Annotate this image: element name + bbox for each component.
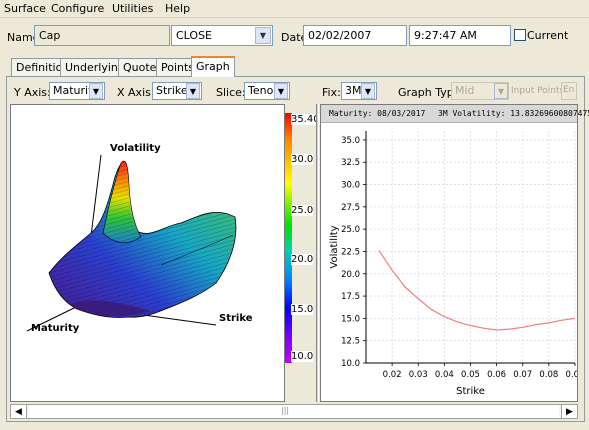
menu-bar: Surface Configure Utilities Help: [0, 0, 589, 18]
surface-3d-plot: Volatility Strike Maturity: [10, 104, 292, 402]
menu-configure[interactable]: Configure: [51, 2, 105, 15]
x-tick-label: 0.07: [513, 370, 532, 380]
fix-label: Fix:: [322, 86, 341, 99]
fix-arrow-icon[interactable]: ▼: [361, 83, 375, 99]
source-combo-arrow-icon[interactable]: ▼: [255, 27, 271, 44]
slice-chart-header: Maturity: 08/03/2017 3M Volatility: 13.8…: [321, 105, 589, 123]
current-label: Current: [527, 29, 569, 42]
menu-surface[interactable]: Surface: [4, 2, 46, 15]
scroll-grip-icon: |||: [281, 406, 290, 415]
y-tick-label: 15.0: [341, 314, 360, 324]
scroll-track[interactable]: |||: [29, 405, 559, 418]
maturity-axis-label: Maturity: [31, 323, 80, 334]
time-field[interactable]: 9:27:47 AM: [409, 25, 511, 46]
tab-points[interactable]: Points: [156, 58, 200, 76]
color-scale-bar: [285, 113, 292, 363]
x-tick-label: 0.04: [435, 370, 454, 380]
current-checkbox[interactable]: [514, 29, 526, 41]
vol-axis-label: Volatility: [110, 143, 161, 154]
colorbar-tick-1: 30.0: [291, 154, 314, 165]
tab-graph[interactable]: Graph: [191, 56, 235, 77]
colorbar-tick-2: 25.0: [291, 205, 314, 216]
y-tick-label: 17.5: [341, 292, 360, 302]
slice-arrow-icon[interactable]: ▼: [274, 83, 288, 99]
graph-type-label: Graph Type:: [398, 86, 465, 99]
x-tick-label: 0.08: [539, 370, 558, 380]
x-tick-label: 0.05: [461, 370, 480, 380]
y-tick-label: 30.0: [341, 181, 360, 191]
split-divider[interactable]: [316, 104, 319, 402]
name-label: Name: [7, 31, 40, 44]
y-tick-label: 27.5: [341, 203, 360, 213]
colorbar-tick-3: 20.0: [291, 254, 314, 265]
x-tick-label: 0.02: [383, 370, 402, 380]
x-axis-title: Strike: [456, 386, 485, 397]
y-tick-label: 32.5: [341, 158, 360, 168]
slice-combo-value: Tenor: [248, 84, 278, 97]
x-tick-label: 0.09: [566, 370, 577, 380]
x-tick-label: 0.03: [409, 370, 428, 380]
graph-type-arrow-icon[interactable]: ▼: [494, 83, 508, 99]
surface-3d-graphic: [26, 154, 237, 332]
date-label: Date: [281, 31, 308, 44]
x-tick-label: 0.06: [487, 370, 506, 380]
y-tick-label: 20.0: [341, 270, 360, 280]
colorbar-tick-0: 35.40: [291, 114, 320, 125]
y-tick-label: 22.5: [341, 247, 360, 257]
scroll-right-icon[interactable]: ▶: [561, 404, 578, 419]
scroll-left-icon[interactable]: ◀: [10, 404, 27, 419]
x-axis-arrow-icon[interactable]: ▼: [186, 83, 200, 99]
y-axis-label: Y Axis:: [14, 86, 51, 99]
name-field[interactable]: Cap: [34, 25, 170, 46]
menu-help[interactable]: Help: [165, 2, 191, 15]
slice-line-chart: 35.0 32.5 30.0 27.5 25.0 22.5 20.0 17.5 15.0 12.5…: [329, 131, 577, 397]
maturity-readout: Maturity: 08/03/2017: [329, 109, 426, 118]
colorbar-tick-4: 15.0: [291, 304, 314, 315]
y-tick-label: 10.0: [341, 359, 360, 369]
graph-type-combo-value: Mid: [455, 84, 475, 97]
x-axis-combo-value: Strike: [156, 84, 188, 97]
fix-combo-value: 3M: [345, 84, 362, 97]
x-axis-label: X Axis:: [117, 86, 155, 99]
y-axis-combo-value: Maturity: [53, 84, 99, 97]
slice-label: Slice:: [216, 86, 246, 99]
input-points-combo[interactable]: En: [561, 82, 577, 100]
menu-utilities[interactable]: Utilities: [112, 2, 154, 15]
slice-chart-panel: Maturity: 08/03/2017 3M Volatility: 13.8…: [320, 104, 589, 402]
source-combo[interactable]: CLOSE: [171, 25, 273, 46]
volatility-readout: 3M Volatility: 13.832696008074753: [438, 109, 589, 118]
tab-underlyings[interactable]: Underlyings: [60, 58, 136, 76]
input-points-label: Input Points:: [511, 86, 568, 96]
y-axis-arrow-icon[interactable]: ▼: [89, 83, 103, 99]
colorbar-tick-5: 10.0: [291, 351, 314, 362]
y-tick-label: 25.0: [341, 225, 360, 235]
date-field[interactable]: 02/02/2007: [303, 25, 407, 46]
volatility-line: [378, 250, 576, 331]
y-tick-label: 12.5: [341, 337, 360, 347]
horizontal-scrollbar[interactable]: ◀ ||| ▶: [10, 404, 578, 419]
y-tick-label: 35.0: [341, 136, 360, 146]
source-combo-value: CLOSE: [176, 29, 213, 42]
tab-quotes[interactable]: Quotes: [118, 58, 168, 76]
y-axis-title: Volatility: [329, 225, 340, 268]
strike-axis-label: Strike: [219, 313, 253, 324]
